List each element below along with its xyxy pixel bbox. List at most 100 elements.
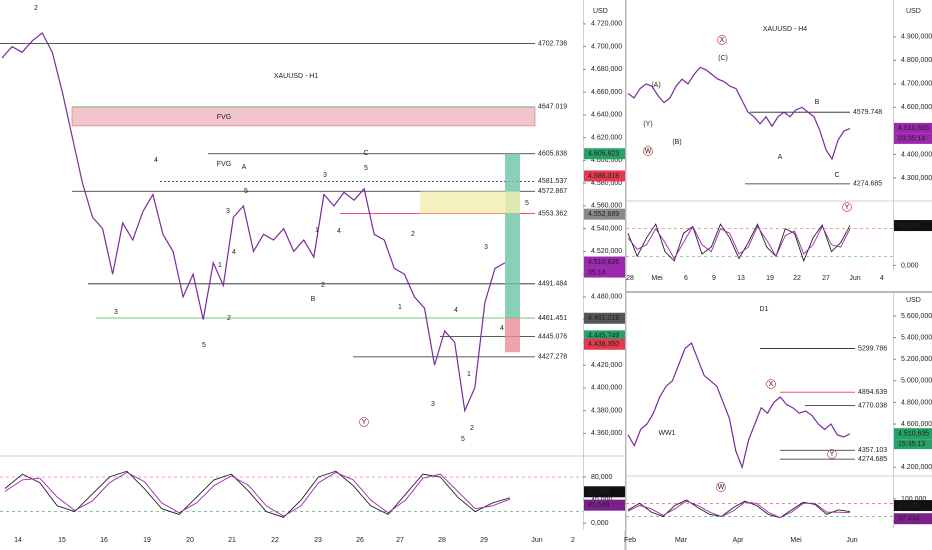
price-badge-label: 4.510,665 <box>898 125 929 132</box>
countdown: 03:35:14 <box>898 136 925 143</box>
x-tick-label: 22 <box>271 537 279 544</box>
wave-label: 5 <box>364 165 368 172</box>
x-tick-label: 27 <box>822 275 830 282</box>
price-badge-label: 4.510,635 <box>898 431 929 438</box>
wave-circle <box>716 482 726 492</box>
y-tick-label: 5.400,000 <box>901 334 932 341</box>
price-badge-label: 4.510,635 <box>588 259 619 266</box>
wave-label: 1 <box>467 371 471 378</box>
y-tick-label: 4.380,000 <box>591 407 622 414</box>
x-tick-label: Mei <box>651 275 663 282</box>
price-badge <box>584 256 625 268</box>
wave-circle <box>717 35 727 45</box>
price-badge-label: 37,434 <box>898 516 920 523</box>
price-line <box>1 32 506 413</box>
price-badge-label: 4.552,689 <box>588 211 619 218</box>
y-tick-label: 5.200,000 <box>901 356 932 363</box>
level-label: 4461.451 <box>538 315 567 322</box>
y-tick-label: 4.520,000 <box>591 248 622 255</box>
price-badge <box>894 220 932 232</box>
y-tick-label: 4.360,000 <box>591 430 622 437</box>
y-tick-label: 4.660,000 <box>591 89 622 96</box>
price-badge <box>584 312 625 324</box>
level-label: 4427.278 <box>538 354 567 361</box>
wave-label: 4 <box>500 325 504 332</box>
price-line <box>627 66 851 161</box>
price-badge-label: 4.586,318 <box>588 173 619 180</box>
y-tick-label: 4.800,000 <box>901 399 932 406</box>
wave-label: 5 <box>244 188 248 195</box>
y-tick-label: 4.800,000 <box>901 57 932 64</box>
price-badge <box>894 513 932 525</box>
price-badge <box>584 486 625 498</box>
wave-label: 1 <box>398 304 402 311</box>
osc-tick-label: 100,000 <box>901 496 926 503</box>
x-tick-label: 15 <box>58 537 66 544</box>
wave-label: 1 <box>315 227 319 234</box>
y-tick-label: 4.700,000 <box>591 43 622 50</box>
level-label: 4770.038 <box>858 402 887 409</box>
y-tick-label: 4.620,000 <box>591 134 622 141</box>
y-tick-label: 4.420,000 <box>591 362 622 369</box>
level-label: 4647.019 <box>538 104 567 111</box>
price-badge <box>584 208 625 220</box>
wave-label: 5 <box>525 200 529 207</box>
wave-label: 4 <box>154 157 158 164</box>
x-tick-label: Mei <box>790 537 802 544</box>
wave-label: A <box>242 164 247 171</box>
wave-label: (C) <box>718 55 728 62</box>
y-tick-label: 4.540,000 <box>591 225 622 232</box>
y-tick-label: 4.600,000 <box>901 421 932 428</box>
y-tick-label: 5.600,000 <box>901 313 932 320</box>
y-tick-label: 4.480,000 <box>591 294 622 301</box>
osc-line <box>4 471 511 517</box>
fvg-zone <box>71 106 536 127</box>
chart-title: XAUUSD - H4 <box>763 26 807 33</box>
wave-label: WW1 <box>658 430 675 437</box>
currency-label: USD <box>906 8 921 15</box>
x-tick-label: 6 <box>684 275 688 282</box>
x-tick-label: 14 <box>14 537 22 544</box>
wave-label: Y <box>362 419 367 426</box>
x-tick-label: 28 <box>438 537 446 544</box>
wave-label: B <box>311 296 316 303</box>
wave-label: FVG <box>217 114 231 121</box>
wave-circle <box>643 146 653 156</box>
x-tick-label: 21 <box>228 537 236 544</box>
wave-label: Y <box>845 204 850 211</box>
wave-label: 4 <box>337 228 341 235</box>
price-badge <box>894 500 932 512</box>
wave-circle <box>842 202 852 212</box>
countdown-bg <box>894 439 932 450</box>
level-label: 4553.362 <box>538 210 567 217</box>
y-tick-label: 4.680,000 <box>591 66 622 73</box>
wave-label: Y <box>830 451 835 458</box>
wave-label: (B) <box>672 139 681 146</box>
price-badge-label: 4.605,823 <box>588 151 619 158</box>
price-badge-label: 41,549 <box>588 502 610 509</box>
x-tick-label: 19 <box>766 275 774 282</box>
level-label: 4274.685 <box>858 456 887 463</box>
wave-label: 4 <box>454 307 458 314</box>
wave-circle <box>766 379 776 389</box>
pattern-zone <box>420 191 520 214</box>
y-tick-label: 4.900,000 <box>901 34 932 41</box>
wave-label: C <box>363 150 368 157</box>
level-label: 4579.748 <box>853 109 882 116</box>
countdown-bg <box>894 133 932 144</box>
level-label: 4894.639 <box>858 389 887 396</box>
wave-label: W <box>718 484 725 491</box>
x-tick-label: 19 <box>143 537 151 544</box>
target-zone <box>505 153 520 318</box>
wave-label: FVG <box>217 161 231 168</box>
wave-label: 3 <box>431 401 435 408</box>
x-tick-label: 2 <box>571 537 575 544</box>
wave-label: 4 <box>232 249 236 256</box>
x-tick-label: Apr <box>733 537 745 544</box>
countdown: 15:35:13 <box>898 441 925 448</box>
y-tick-label: 4.720,000 <box>591 21 622 28</box>
wave-label: B <box>815 99 820 106</box>
y-tick-label: 4.300,000 <box>901 175 932 182</box>
y-tick-label: 4.560,000 <box>591 203 622 210</box>
